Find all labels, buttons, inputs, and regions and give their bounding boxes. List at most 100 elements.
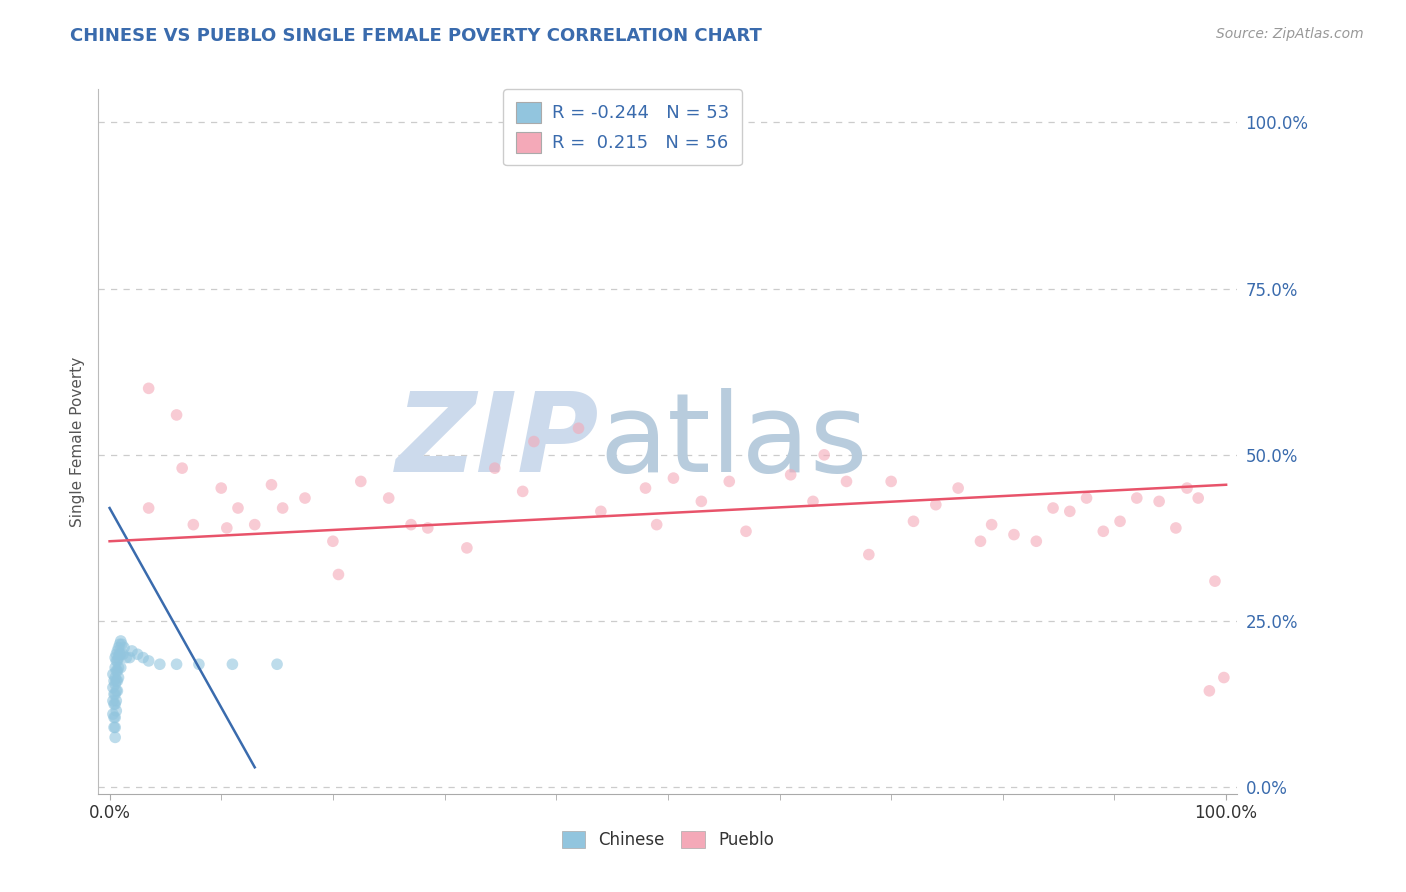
Point	[1002, 527, 1025, 541]
Point	[110, 660, 132, 674]
Point	[1147, 494, 1170, 508]
Point	[880, 475, 903, 489]
Point	[138, 381, 160, 395]
Point	[377, 491, 399, 505]
Point	[690, 494, 713, 508]
Point	[589, 504, 612, 518]
Point	[835, 475, 858, 489]
Point	[645, 517, 668, 532]
Point	[103, 687, 125, 701]
Point	[416, 521, 439, 535]
Point	[104, 697, 127, 711]
Point	[105, 704, 128, 718]
Point	[271, 501, 294, 516]
Point	[1076, 491, 1098, 505]
Point	[1025, 534, 1047, 549]
Point	[718, 475, 741, 489]
Point	[101, 694, 124, 708]
Legend: Chinese, Pueblo: Chinese, Pueblo	[555, 824, 780, 856]
Point	[735, 524, 758, 539]
Point	[662, 471, 685, 485]
Point	[1198, 683, 1220, 698]
Point	[1164, 521, 1187, 535]
Point	[107, 654, 129, 668]
Point	[456, 541, 478, 555]
Point	[484, 461, 506, 475]
Point	[103, 697, 125, 711]
Point	[243, 517, 266, 532]
Point	[969, 534, 991, 549]
Point	[399, 517, 422, 532]
Text: ZIP: ZIP	[396, 388, 599, 495]
Point	[209, 481, 232, 495]
Point	[104, 731, 127, 745]
Point	[946, 481, 969, 495]
Point	[105, 673, 128, 688]
Point	[166, 408, 188, 422]
Point	[104, 650, 127, 665]
Point	[172, 461, 194, 475]
Point	[112, 640, 135, 655]
Point	[104, 710, 127, 724]
Point	[567, 421, 589, 435]
Point	[925, 498, 948, 512]
Point	[523, 434, 546, 449]
Point	[221, 657, 243, 672]
Point	[1059, 504, 1081, 518]
Point	[108, 637, 131, 651]
Point	[101, 667, 124, 681]
Point	[108, 647, 131, 661]
Point	[104, 687, 127, 701]
Point	[104, 671, 127, 685]
Point	[105, 694, 128, 708]
Point	[1092, 524, 1115, 539]
Point	[103, 710, 125, 724]
Point	[1204, 574, 1226, 589]
Point	[1212, 671, 1234, 685]
Point	[107, 650, 129, 665]
Point	[294, 491, 316, 505]
Point	[266, 657, 288, 672]
Point	[779, 467, 801, 482]
Point	[103, 673, 125, 688]
Point	[105, 654, 128, 668]
Point	[101, 681, 124, 695]
Text: atlas: atlas	[599, 388, 868, 495]
Point	[801, 494, 824, 508]
Point	[1126, 491, 1149, 505]
Point	[813, 448, 835, 462]
Point	[149, 657, 172, 672]
Point	[980, 517, 1002, 532]
Point	[138, 654, 160, 668]
Point	[107, 683, 129, 698]
Text: CHINESE VS PUEBLO SINGLE FEMALE POVERTY CORRELATION CHART: CHINESE VS PUEBLO SINGLE FEMALE POVERTY …	[70, 27, 762, 45]
Point	[110, 634, 132, 648]
Point	[118, 650, 141, 665]
Point	[107, 660, 129, 674]
Point	[634, 481, 657, 495]
Point	[1109, 514, 1132, 528]
Point	[132, 650, 155, 665]
Point	[166, 657, 188, 672]
Y-axis label: Single Female Poverty: Single Female Poverty	[69, 357, 84, 526]
Point	[350, 475, 373, 489]
Point	[107, 671, 129, 685]
Point	[127, 647, 149, 661]
Point	[215, 521, 238, 535]
Point	[104, 660, 127, 674]
Point	[107, 640, 129, 655]
Point	[105, 647, 128, 661]
Point	[1187, 491, 1209, 505]
Point	[105, 683, 128, 698]
Point	[903, 514, 925, 528]
Point	[512, 484, 534, 499]
Point	[101, 707, 124, 722]
Point	[138, 501, 160, 516]
Point	[328, 567, 350, 582]
Point	[103, 720, 125, 734]
Point	[115, 650, 138, 665]
Point	[111, 647, 134, 661]
Point	[110, 647, 132, 661]
Point	[322, 534, 344, 549]
Point	[183, 517, 205, 532]
